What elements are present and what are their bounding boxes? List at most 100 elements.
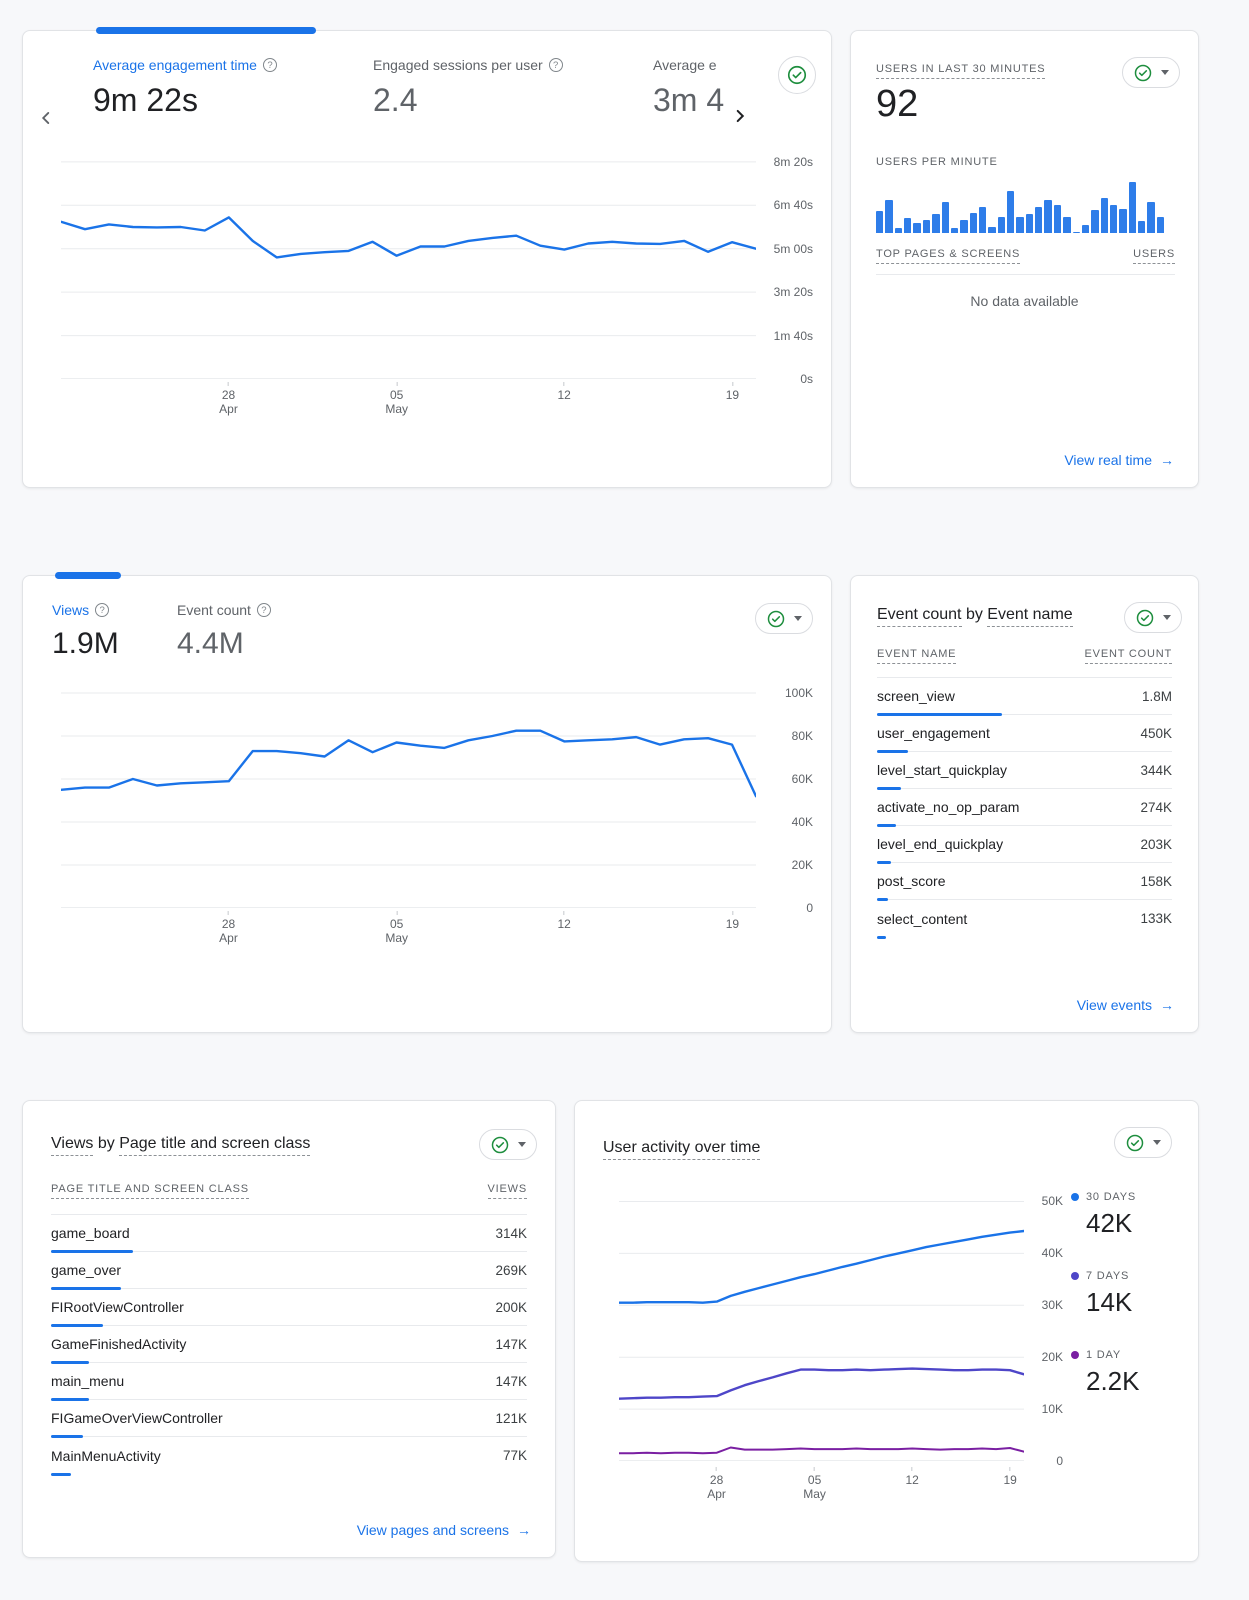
users-per-minute-bar (978, 207, 987, 233)
tab-label: Event count (177, 602, 251, 618)
metric-value: 9m 22s (93, 82, 198, 118)
x-axis-label: 19 (726, 382, 739, 402)
views-count: 121K (495, 1410, 527, 1426)
link-label: View pages and screens (356, 1522, 509, 1538)
data-quality-dropdown[interactable] (479, 1129, 537, 1160)
data-quality-dropdown[interactable] (1124, 602, 1182, 633)
tab-label: Average engagement time (93, 57, 257, 73)
tab-engaged-sessions-per-user[interactable]: Engaged sessions per user? 2.4 (373, 57, 563, 119)
metric-value: 3m 4 (653, 82, 725, 118)
views-chart-x-axis: 28 Apr 05 May 12 19 (61, 911, 756, 955)
users-per-minute-bar (969, 212, 977, 233)
page-title: FIGameOverViewController (51, 1410, 223, 1426)
table-row: FIRootViewController 200K (51, 1289, 527, 1327)
help-icon[interactable]: ? (256, 603, 271, 617)
y-axis-label: 40K (791, 815, 813, 830)
engagement-chart-x-axis: 28 Apr 05 May 12 19 (61, 382, 756, 426)
y-axis-label: 0 (806, 901, 813, 915)
value-bar (877, 898, 888, 901)
users-column-header[interactable]: USERS (1133, 248, 1175, 264)
table-row: MainMenuActivity 77K (51, 1437, 527, 1476)
page-title: game_board (51, 1225, 130, 1241)
x-axis-label: 05 May (803, 1467, 826, 1501)
value-bar (51, 1250, 133, 1253)
table-row: game_over 269K (51, 1252, 527, 1290)
event-name: user_engagement (877, 725, 990, 741)
tab-average-engagement-time[interactable]: Average engagement time? 9m 22s (93, 57, 277, 119)
help-icon[interactable]: ? (548, 58, 563, 72)
users-per-minute-bar (876, 211, 884, 233)
users-per-minute-bar (1128, 181, 1137, 233)
arrow-right-icon: → (1160, 997, 1174, 1013)
card-title: User activity over time (603, 1139, 761, 1160)
table-row: level_end_quickplay 203K (877, 826, 1172, 864)
divider (876, 274, 1175, 275)
event-count: 450K (1140, 725, 1172, 741)
page-title: game_over (51, 1262, 122, 1278)
top-pages-column-header[interactable]: TOP PAGES & SCREENS (876, 248, 1021, 264)
page-title: GameFinishedActivity (51, 1336, 187, 1352)
user-activity-line-chart[interactable] (617, 1189, 1026, 1462)
title-term-event-name[interactable]: Event name (987, 606, 1073, 627)
legend-dot-icon (1071, 1272, 1079, 1280)
title-term-page-title[interactable]: Page title and screen class (119, 1135, 311, 1156)
view-real-time-link[interactable]: View real time → (1064, 452, 1174, 468)
help-icon[interactable]: ? (262, 58, 277, 72)
pages-table-card: Views by Page title and screen class PAG… (22, 1100, 556, 1558)
dropdown-caret-icon (1153, 1140, 1161, 1145)
users-per-minute-bar (885, 199, 893, 233)
title-term-views[interactable]: Views (51, 1135, 94, 1156)
column-header-event-count[interactable]: EVENT COUNT (1084, 648, 1172, 664)
scroll-left-chevron-icon[interactable] (35, 107, 57, 134)
data-quality-dropdown[interactable] (755, 603, 813, 634)
users-per-minute-bar (913, 223, 921, 233)
view-events-link[interactable]: View events → (1077, 997, 1174, 1013)
check-circle-icon (491, 1136, 509, 1153)
tab-label: Engaged sessions per user (373, 57, 543, 73)
x-axis-label: 12 (558, 382, 571, 402)
column-header-views[interactable]: VIEWS (487, 1183, 527, 1199)
view-pages-and-screens-link[interactable]: View pages and screens → (357, 1522, 531, 1538)
card-title: Views by Page title and screen class (51, 1135, 311, 1156)
tab-views[interactable]: Views? 1.9M (52, 602, 119, 661)
table-row: level_start_quickplay 344K (877, 752, 1172, 790)
data-quality-button[interactable] (778, 56, 816, 94)
users-per-minute-bar (1081, 224, 1090, 233)
tab-average-engagement-partial[interactable]: Average e 3m 4 (653, 57, 741, 119)
value-bar (877, 824, 896, 827)
column-header-page-title[interactable]: PAGE TITLE AND SCREEN CLASS (51, 1183, 249, 1199)
title-user-activity[interactable]: User activity over time (603, 1139, 761, 1160)
users-per-minute-bar (932, 214, 940, 233)
legend-label: 30 DAYS (1086, 1191, 1137, 1203)
scroll-right-chevron-icon[interactable] (729, 105, 751, 132)
data-quality-dropdown[interactable] (1122, 57, 1180, 88)
legend-dot-icon (1071, 1193, 1079, 1201)
table-row: GameFinishedActivity 147K (51, 1326, 527, 1364)
legend-item-7-days: 7 DAYS 14K (1071, 1270, 1191, 1318)
dropdown-caret-icon (1163, 615, 1171, 620)
engagement-line-chart[interactable] (59, 151, 758, 380)
value-bar (877, 787, 901, 790)
views-line-chart[interactable] (59, 678, 758, 909)
users-per-minute-bar (1156, 216, 1165, 233)
data-quality-dropdown[interactable] (1114, 1127, 1172, 1158)
users-per-minute-bar (1007, 190, 1015, 233)
legend-label: 1 DAY (1086, 1349, 1121, 1361)
y-axis-label: 10K (1041, 1402, 1063, 1417)
tab-label: Views (52, 602, 90, 618)
realtime-title[interactable]: USERS IN LAST 30 MINUTES (876, 63, 1046, 79)
help-icon[interactable]: ? (95, 603, 110, 617)
users-per-minute-bar (904, 217, 912, 233)
metric-value: 2.4 (373, 82, 418, 118)
y-axis-label: 8m 20s (773, 154, 813, 169)
users-per-minute-bar (1035, 207, 1043, 233)
tab-event-count[interactable]: Event count? 4.4M (177, 602, 271, 661)
tab-label: Average e (653, 57, 717, 73)
users-per-minute-bar (1016, 216, 1024, 233)
users-per-minute-bar-chart[interactable] (876, 179, 1165, 233)
page-title: MainMenuActivity (51, 1447, 161, 1464)
title-term-event-count[interactable]: Event count (877, 606, 962, 627)
column-header-event-name[interactable]: EVENT NAME (877, 648, 957, 664)
views-count: 200K (495, 1299, 527, 1315)
legend-dot-icon (1071, 1351, 1079, 1359)
